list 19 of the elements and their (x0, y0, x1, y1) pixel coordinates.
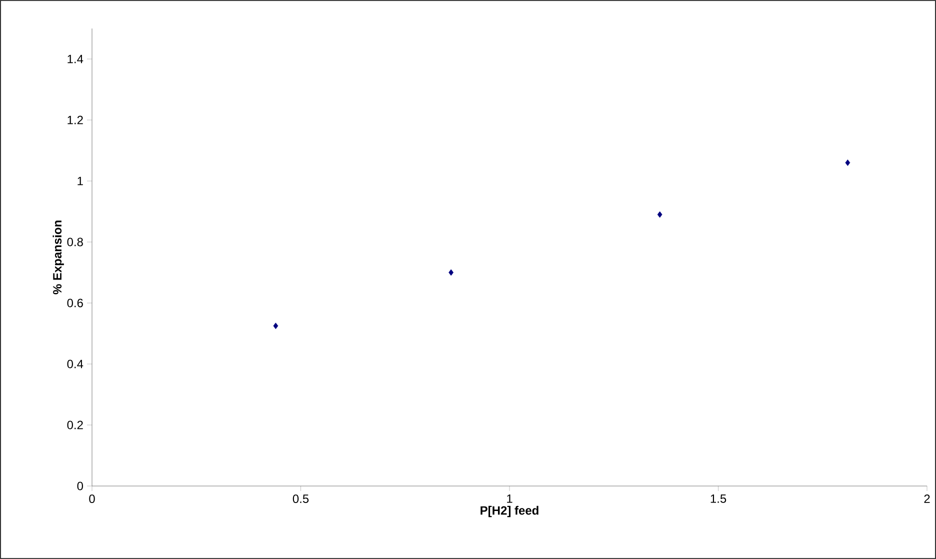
x-tick-label: 1.5 (710, 494, 726, 503)
x-tick-label: 1 (507, 494, 512, 503)
y-axis-title: % Expansion (52, 220, 64, 294)
y-tick-label: 0.2 (67, 420, 83, 430)
y-tick-label: 0.4 (67, 360, 84, 368)
x-axis-title: P[H2] feed (480, 506, 538, 518)
y-tick-label: 1.4 (68, 54, 84, 64)
y-tick-label: 0.6 (67, 298, 83, 308)
y-tick-label: 1 (78, 176, 83, 186)
point (273, 322, 278, 330)
x-tick-label: 0.5 (292, 494, 309, 504)
point (845, 159, 850, 166)
y-tick-label: 1.2 (68, 116, 83, 124)
x-tick-label: 0 (89, 494, 95, 504)
y-tick-label: 0.8 (67, 238, 83, 246)
point (448, 269, 454, 276)
point (657, 211, 662, 218)
x-tick-label: 2 (924, 494, 930, 503)
y-tick-label: 0 (77, 482, 84, 490)
